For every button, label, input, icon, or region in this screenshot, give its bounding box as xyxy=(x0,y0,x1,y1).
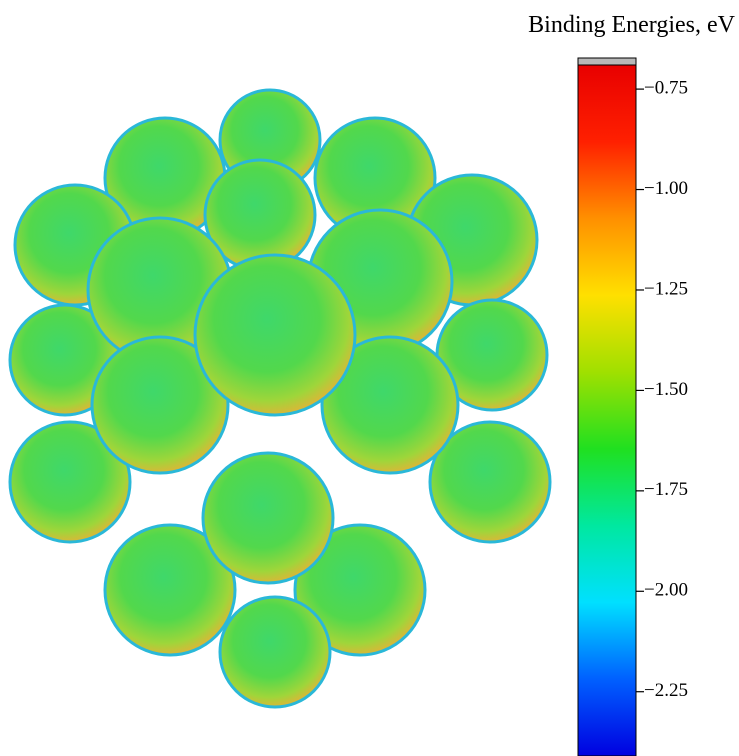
tick-label: −1.50 xyxy=(644,379,688,400)
cluster-render xyxy=(10,90,550,707)
colorbar-cap xyxy=(578,58,636,65)
tick-label: −0.75 xyxy=(644,77,688,98)
colorbar xyxy=(578,65,636,756)
tick-label: −2.00 xyxy=(644,580,688,601)
tick-label: −1.75 xyxy=(644,479,688,500)
tick-label: −2.25 xyxy=(644,680,688,701)
figure: Binding Energies, eV −0.75 −1.00 −1.25 −1.5… xyxy=(0,0,739,756)
colorbar-title: Binding Energies, eV xyxy=(528,12,736,38)
tick-label: −1.00 xyxy=(644,178,688,199)
tick-label: −1.25 xyxy=(644,278,688,299)
